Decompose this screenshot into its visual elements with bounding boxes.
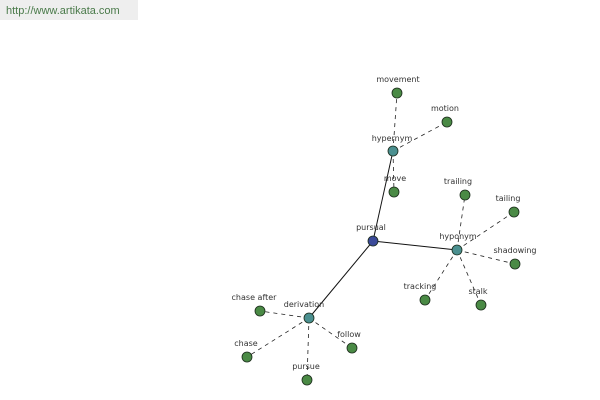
node[interactable] <box>451 244 463 256</box>
edge-dashed <box>456 249 482 306</box>
node[interactable] <box>346 342 358 354</box>
edge-dashed <box>306 317 310 381</box>
node[interactable] <box>301 374 313 386</box>
node[interactable] <box>441 116 453 128</box>
edge <box>308 240 374 319</box>
node[interactable] <box>388 186 400 198</box>
site-url[interactable]: http://www.artikata.com <box>0 0 138 20</box>
node-label: trailing <box>444 177 472 186</box>
node-label: hyponym <box>439 232 477 241</box>
node[interactable] <box>367 235 379 247</box>
node[interactable] <box>459 189 471 201</box>
node-label: movement <box>376 75 419 84</box>
node-label: stalk <box>468 287 487 296</box>
edge-dashed <box>392 121 448 152</box>
node[interactable] <box>508 206 520 218</box>
node[interactable] <box>509 258 521 270</box>
edge-dashed <box>392 150 395 193</box>
edge-dashed <box>308 317 353 349</box>
node-label: move <box>384 174 406 183</box>
edge-dashed <box>456 194 466 251</box>
node[interactable] <box>419 294 431 306</box>
edge-dashed <box>456 249 516 265</box>
node[interactable] <box>254 305 266 317</box>
node-label: chase <box>234 339 258 348</box>
node-label: derivation <box>284 300 324 309</box>
node-label: hypernym <box>372 134 413 143</box>
node[interactable] <box>387 145 399 157</box>
edge <box>372 150 394 242</box>
node[interactable] <box>475 299 487 311</box>
node-label: tracking <box>404 282 437 291</box>
node-label: motion <box>431 104 459 113</box>
node[interactable] <box>391 87 403 99</box>
edge-dashed <box>259 310 310 319</box>
node-label: chase after <box>232 293 278 302</box>
node-label: shadowing <box>493 246 536 255</box>
node[interactable] <box>241 351 253 363</box>
edge-dashed <box>456 211 515 251</box>
node[interactable] <box>303 312 315 324</box>
node-label: follow <box>337 330 361 339</box>
node-label: pursual <box>356 223 386 232</box>
node-label: pursue <box>292 362 320 371</box>
node-label: tailing <box>496 194 521 203</box>
edge-dashed <box>246 317 310 358</box>
edge-dashed <box>424 249 458 301</box>
edge <box>372 240 458 251</box>
edge-dashed <box>392 92 398 152</box>
